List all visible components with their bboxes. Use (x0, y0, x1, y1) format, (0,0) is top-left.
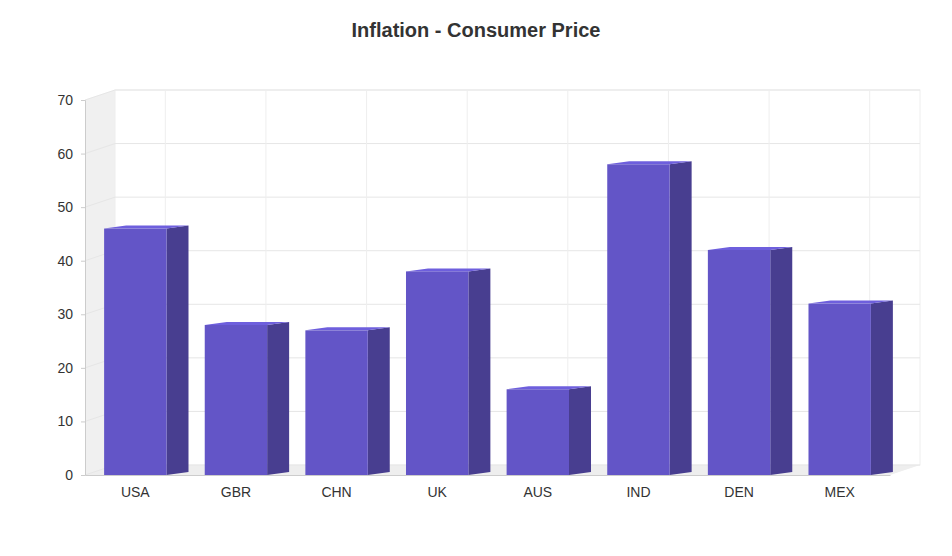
y-tick-mark (81, 100, 85, 101)
bar-group (406, 268, 490, 475)
bar (205, 325, 267, 475)
bar-group (104, 226, 188, 475)
grid (85, 90, 920, 475)
y-tick: 50 (57, 199, 85, 215)
y-tick: 10 (57, 413, 85, 429)
y-tick-mark (81, 207, 85, 208)
grid-line (85, 144, 115, 154)
grid-line (115, 197, 920, 198)
bar-top (104, 226, 188, 229)
x-tick: MEX (825, 475, 856, 500)
y-tick: 70 (57, 92, 85, 108)
x-tick: GBR (221, 475, 251, 500)
y-axis-line (81, 101, 86, 476)
grid-line (115, 250, 920, 251)
title: Inflation - Consumer Price (352, 19, 601, 41)
y-tick-mark (81, 368, 85, 369)
y-tick-label: 40 (57, 253, 73, 269)
y-tick-label: 10 (57, 413, 73, 429)
bar-side (871, 301, 893, 475)
x-tick-label: MEX (825, 484, 856, 500)
x-tick: UK (427, 475, 447, 500)
y-tick: 0 (65, 467, 85, 483)
chart: Inflation - Consumer Price 0 10 20 30 40 50 60 7… (0, 0, 952, 556)
bar-top (205, 322, 289, 325)
y-tick-label: 60 (57, 146, 73, 162)
x-tick-label: CHN (321, 484, 351, 500)
bar-group (305, 327, 389, 475)
y-tick-label: 50 (57, 199, 73, 215)
y-tick-mark (81, 154, 85, 155)
bar-side (670, 161, 692, 475)
y-tick-label: 70 (57, 92, 73, 108)
bar-group (507, 386, 591, 475)
bars (104, 161, 893, 475)
bar-top (607, 161, 691, 164)
y-tick-label: 30 (57, 306, 73, 322)
y-tick: 30 (57, 306, 85, 322)
bar-group (607, 161, 691, 475)
bar-side (770, 247, 792, 475)
bar-side (167, 226, 189, 475)
x-tick-label: IND (626, 484, 650, 500)
bar-top (708, 247, 792, 250)
x-tick-label: DEN (724, 484, 754, 500)
bar (406, 271, 468, 475)
y-tick-label: 0 (65, 467, 73, 483)
bar-side (267, 322, 289, 475)
bar (808, 304, 870, 475)
bar-side (468, 268, 490, 475)
y-axis: 0 10 20 30 40 50 60 70 (57, 92, 85, 483)
y-tick: 20 (57, 360, 85, 376)
grid-line (115, 143, 920, 144)
bar-top (507, 386, 591, 389)
x-tick: IND (626, 475, 650, 500)
x-tick-label: AUS (523, 484, 552, 500)
bar-side (569, 386, 591, 475)
grid-line (85, 197, 115, 207)
grid-line (115, 304, 920, 305)
x-tick-label: USA (121, 484, 150, 500)
bar-group (205, 322, 289, 475)
y-tick: 60 (57, 146, 85, 162)
x-tick: USA (121, 475, 150, 500)
bar-group (808, 301, 892, 475)
bar (607, 164, 669, 475)
y-tick-mark (81, 475, 85, 476)
bar (708, 250, 770, 475)
bar (507, 389, 569, 475)
grid-line (115, 90, 920, 91)
y-tick-label: 20 (57, 360, 73, 376)
grid-line (85, 90, 115, 100)
bar (104, 229, 166, 475)
y-tick-mark (81, 421, 85, 422)
x-tick-label: GBR (221, 484, 251, 500)
y-tick-mark (81, 314, 85, 315)
x-tick-label: UK (427, 484, 447, 500)
bar-top (808, 301, 892, 304)
bar-group (708, 247, 792, 475)
x-axis: USA GBR CHN UK AUS IND DEN MEX (86, 475, 891, 500)
x-tick: AUS (523, 475, 552, 500)
bar (305, 330, 367, 475)
y-tick-mark (81, 261, 85, 262)
y-tick: 40 (57, 253, 85, 269)
x-axis-line (86, 475, 891, 476)
x-tick: DEN (724, 475, 754, 500)
bar-top (305, 327, 389, 330)
x-tick: CHN (321, 475, 351, 500)
bar-side (368, 327, 390, 475)
bar-top (406, 268, 490, 271)
